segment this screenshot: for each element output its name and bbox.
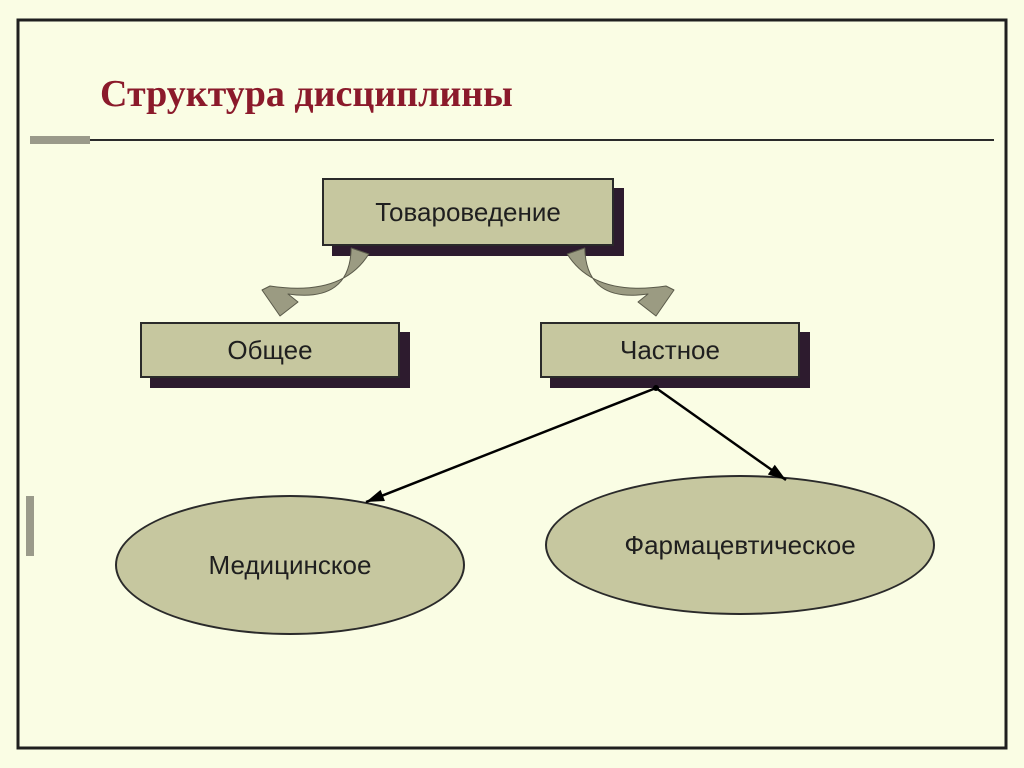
ellipse-left-label: Медицинское: [209, 550, 372, 581]
left-box: Общее: [140, 322, 400, 378]
root-box-label: Товароведение: [375, 197, 561, 228]
slide-canvas: Структура дисциплины Товароведение Общее…: [0, 0, 1024, 768]
right-box: Частное: [540, 322, 800, 378]
slide-title: Структура дисциплины: [100, 72, 513, 116]
ellipse-left: Медицинское: [115, 495, 465, 635]
right-box-label: Частное: [620, 335, 720, 366]
ellipse-right: Фармацевтическое: [545, 475, 935, 615]
ellipse-right-label: Фармацевтическое: [624, 530, 855, 561]
root-box: Товароведение: [322, 178, 614, 246]
left-box-label: Общее: [227, 335, 312, 366]
